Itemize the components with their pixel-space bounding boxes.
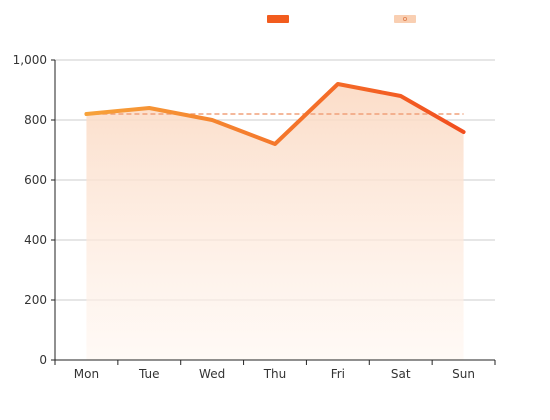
y-tick-label: 800 (24, 113, 47, 127)
legend-swatch-line[interactable] (267, 15, 289, 23)
axes (51, 59, 496, 365)
legend-swatch-area[interactable] (394, 15, 416, 23)
x-tick-label: Mon (74, 367, 99, 381)
area-fill (86, 84, 464, 360)
x-tick-label: Sun (452, 367, 475, 381)
y-tick-label: 200 (24, 293, 47, 307)
x-tick-label: Tue (138, 367, 160, 381)
x-tick-label: Wed (199, 367, 225, 381)
y-axis-tick-labels: 0 200 400 600 800 1,000 (13, 53, 47, 367)
x-tick-label: Sat (391, 367, 411, 381)
y-tick-label: 1,000 (13, 53, 47, 67)
x-tick-label: Fri (331, 367, 345, 381)
series-line-layer (84, 82, 466, 146)
y-tick-label: 0 (39, 353, 47, 367)
series-area (86, 84, 464, 360)
legend[interactable] (267, 15, 416, 23)
y-tick-label: 600 (24, 173, 47, 187)
y-tick-label: 400 (24, 233, 47, 247)
series-line (84, 82, 466, 146)
x-tick-label: Thu (263, 367, 287, 381)
x-axis-tick-labels: Mon Tue Wed Thu Fri Sat Sun (74, 367, 475, 381)
